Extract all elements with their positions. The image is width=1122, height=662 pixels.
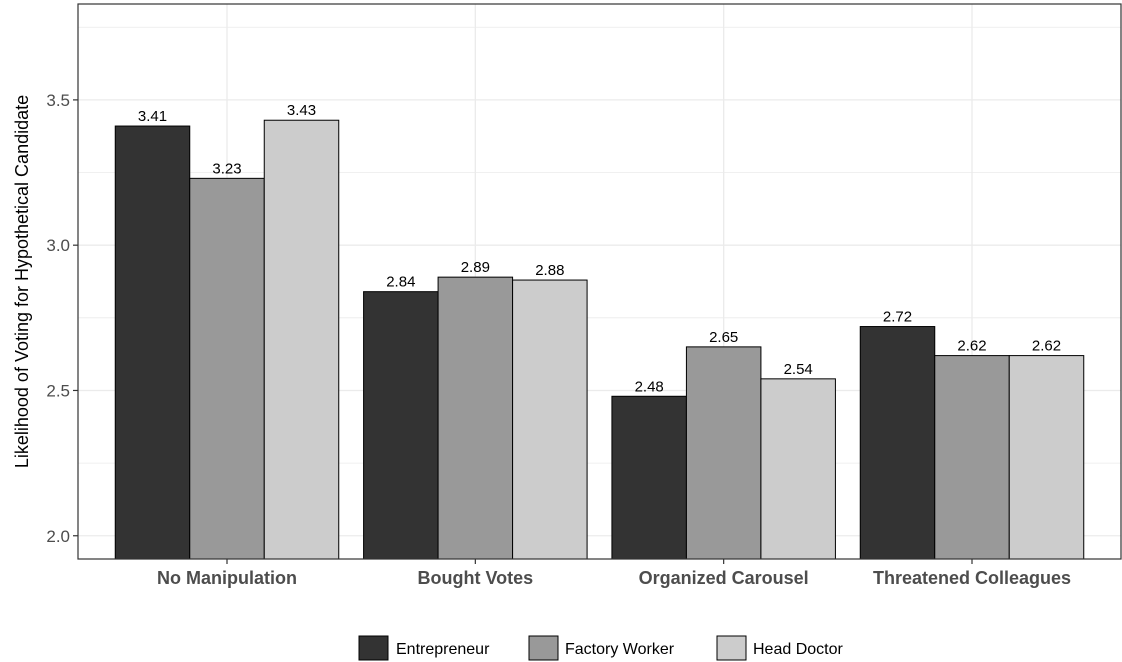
y-axis-label: Likelihood of Voting for Hypothetical Ca… [12,95,32,468]
x-category-label: Organized Carousel [639,568,809,588]
bar [611,395,687,560]
y-tick-label: 2.5 [46,381,70,400]
x-category-label: No Manipulation [157,568,297,588]
data-label: 2.48 [635,378,664,395]
data-label: 2.84 [386,274,415,291]
plot-panel-border [77,3,1122,560]
legend-swatch [716,635,747,661]
data-label: 2.72 [883,309,912,326]
bar [189,177,265,560]
legend-swatch [528,635,559,661]
bar [760,378,836,560]
y-tick-label: 3.5 [46,91,70,110]
bar [512,279,588,560]
legend-label: Entrepreneur [396,641,490,658]
bar [263,119,340,560]
data-label: 2.89 [461,259,490,276]
y-tick-label: 2.0 [46,527,70,546]
axes: 2.0 2.5 3.0 3.5 No Manipulation Bought Votes O… [46,91,1071,588]
data-label: 3.43 [287,102,316,119]
data-label: 3.41 [138,108,167,125]
bar [363,291,439,560]
x-category-label: Bought Votes [418,568,534,588]
x-category-label: Threatened Colleagues [873,568,1071,588]
legend-label: Head Doctor [753,641,843,658]
legend-swatch [358,635,389,661]
bars: 3.41 3.23 3.43 2.84 2.89 2.88 2.48 2.65 2.54 2.72… [114,102,1085,560]
data-label: 3.23 [212,160,241,177]
bar [685,346,762,560]
bar [859,326,936,560]
data-label: 2.62 [1032,338,1061,355]
data-label: 2.88 [535,262,564,279]
legend: Entrepreneur Factory Worker Head Doctor [358,635,843,661]
legend-label: Factory Worker [565,641,675,658]
data-label: 2.54 [784,361,813,378]
bar [934,355,1010,560]
bar [1008,355,1085,560]
y-tick-label: 3.0 [46,236,70,255]
bar [437,276,514,560]
data-label: 2.65 [709,329,738,346]
bar [114,125,191,560]
data-label: 2.62 [957,338,986,355]
